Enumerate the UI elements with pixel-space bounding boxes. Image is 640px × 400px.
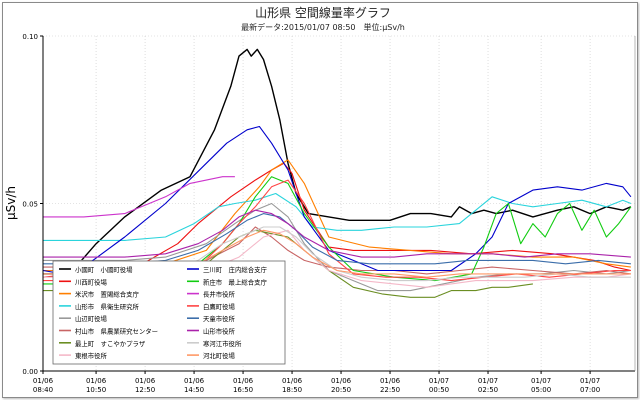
x-tick-time: 07:00 — [580, 386, 600, 394]
x-tick-time: 05:00 — [531, 386, 551, 394]
legend-item: 新庄市 最上総合支庁 — [187, 277, 268, 286]
x-tick-time: 12:50 — [135, 386, 155, 394]
series-line-14 — [43, 209, 631, 258]
legend-label: 山辺町役場 — [75, 314, 108, 323]
x-tick-time: 18:50 — [282, 386, 302, 394]
x-tick-date: 01/07 — [580, 377, 600, 385]
legend-item: 河北町役場 — [187, 351, 236, 360]
legend-item: 白鷹町役場 — [187, 302, 236, 311]
x-tick-time: 02:50 — [478, 386, 498, 394]
legend-item: 米沢市 置賜総合支庁 — [59, 290, 140, 299]
legend-label: 最上町 すこやかプラザ — [75, 339, 146, 348]
series-line-9 — [42, 125, 632, 275]
series-line-10 — [43, 176, 632, 285]
legend-label: 寒河江市役所 — [203, 339, 242, 348]
x-tick-date: 01/06 — [380, 377, 401, 385]
legend-label: 山形市 県衛生研究所 — [75, 302, 140, 311]
legend-item: 小國町 小國町役場 — [59, 265, 133, 274]
legend-box — [52, 260, 286, 365]
legend-label: 三川町 庄内総合支庁 — [203, 265, 268, 274]
x-tick-date: 01/07 — [531, 377, 551, 385]
x-tick-time: 14:50 — [184, 386, 204, 394]
series-line-2 — [42, 162, 632, 278]
legend-item: 東根市役所 — [59, 351, 108, 360]
legend-item: 山形市役所 — [187, 327, 236, 336]
legend-label: 小國町 小國町役場 — [75, 265, 133, 274]
chart-subtitle: 最新データ:2015/01/07 08:50 単位:μSv/h — [241, 22, 405, 32]
legend-item: 最上町 すこやかプラザ — [59, 339, 146, 348]
legend-item: 天童市役所 — [187, 314, 236, 323]
legend-label: 米沢市 置賜総合支庁 — [75, 290, 140, 299]
series-line-13 — [43, 213, 631, 265]
x-tick-date: 01/06 — [282, 377, 303, 385]
series-lines — [42, 48, 632, 298]
x-tick-time: 20:50 — [331, 386, 351, 394]
y-axis-label: μSv/h — [4, 186, 18, 220]
legend-item: 三川町 庄内総合支庁 — [187, 265, 268, 274]
legend-item: 寒河江市役所 — [187, 339, 242, 348]
x-tick-date: 01/06 — [86, 377, 107, 385]
x-tick-time: 08:40 — [33, 386, 53, 394]
legend-label: 天童市役所 — [203, 314, 236, 323]
x-tick-time: 22:50 — [380, 386, 400, 394]
legend-label: 東根市役所 — [75, 351, 108, 360]
axes: 0.000.050.1001/0608:4001/0610:5001/0612:… — [22, 33, 636, 394]
legend-label: 新庄市 最上総合支庁 — [203, 277, 268, 286]
series-line-11 — [43, 176, 235, 218]
x-tick-date: 01/06 — [184, 377, 205, 385]
x-tick-time: 00:50 — [429, 386, 449, 394]
y-tick-label: 0.00 — [22, 368, 38, 376]
legend-item: 川西町役場 — [59, 277, 108, 286]
x-tick-date: 01/07 — [478, 377, 498, 385]
x-tick-date: 01/06 — [233, 377, 254, 385]
x-tick-time: 10:50 — [86, 386, 106, 394]
legend-label: 白鷹町役場 — [203, 302, 236, 311]
legend-label: 山形市役所 — [203, 327, 236, 336]
legend-item: 村山市 県農業研究センター — [59, 327, 158, 336]
legend-label: 河北町役場 — [203, 351, 236, 360]
x-tick-date: 01/07 — [429, 377, 449, 385]
x-tick-date: 01/06 — [331, 377, 352, 385]
legend-item: 長井市役所 — [187, 290, 236, 299]
y-tick-label: 0.05 — [22, 201, 38, 209]
series-line-4 — [43, 192, 632, 241]
y-tick-label: 0.10 — [22, 33, 38, 41]
legend-label: 川西町役場 — [75, 277, 108, 286]
legend-item: 山形市 県衛生研究所 — [59, 302, 140, 311]
x-tick-time: 16:50 — [233, 386, 253, 394]
x-tick-date: 01/06 — [135, 377, 156, 385]
legend-label: 村山市 県農業研究センター — [75, 327, 158, 336]
x-tick-date: 01/06 — [33, 377, 54, 385]
chart-title: 山形県 空間線量率グラフ — [255, 5, 391, 20]
legend-item: 山辺町役場 — [59, 314, 108, 323]
radiation-line-chart: 山形県 空間線量率グラフ 最新データ:2015/01/07 08:50 単位:μ… — [4, 5, 636, 394]
legend-label: 長井市役所 — [203, 290, 236, 299]
